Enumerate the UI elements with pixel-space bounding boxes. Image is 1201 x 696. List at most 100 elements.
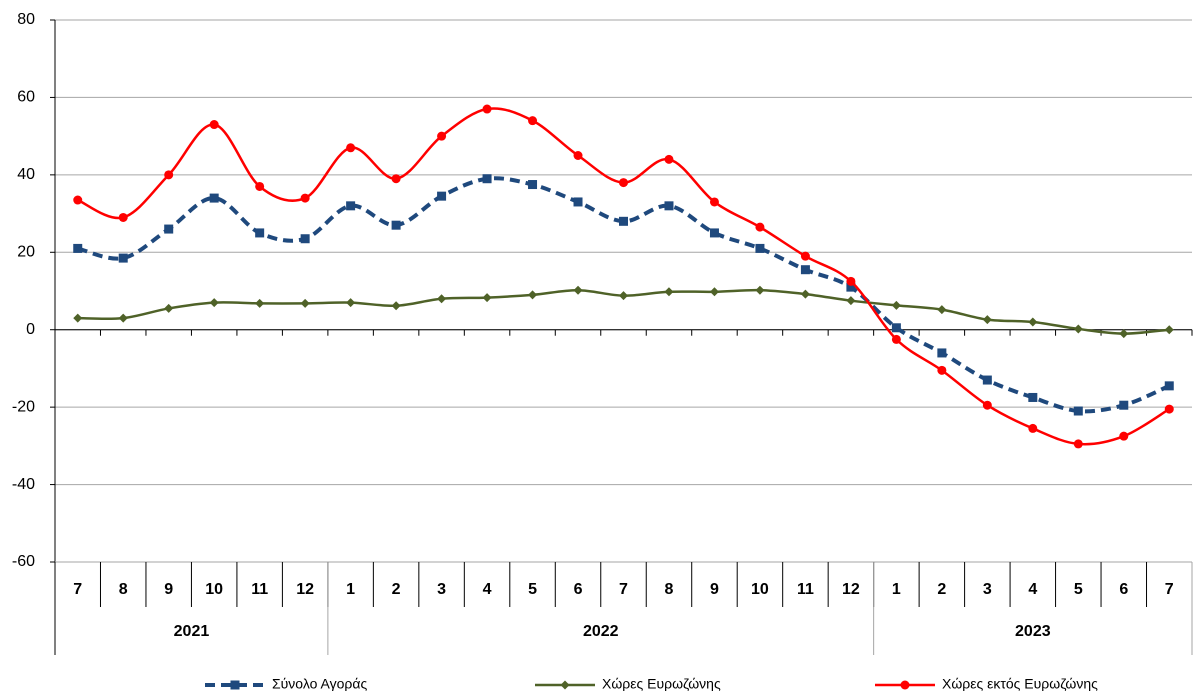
point <box>619 291 628 301</box>
point <box>619 178 628 188</box>
point <box>346 298 356 308</box>
y-tick-label: -40 <box>12 476 35 493</box>
point <box>255 181 265 191</box>
x-tick-label: 3 <box>983 581 992 598</box>
point <box>982 375 992 385</box>
point <box>709 228 719 238</box>
point <box>573 197 583 207</box>
point <box>255 298 265 308</box>
point <box>300 298 310 308</box>
legend-label: Σύνολο Αγοράς <box>272 676 367 691</box>
legend-marker <box>230 680 240 690</box>
point <box>800 289 810 299</box>
point <box>982 315 992 325</box>
point <box>1073 439 1083 449</box>
x-tick-label: 11 <box>797 581 814 598</box>
x-tick-label: 10 <box>205 581 223 598</box>
point <box>1073 406 1083 416</box>
point <box>164 224 174 234</box>
point <box>1028 317 1038 327</box>
point <box>209 193 219 203</box>
point <box>164 303 174 313</box>
point <box>891 323 901 333</box>
x-tick-label: 5 <box>528 581 537 598</box>
point <box>482 293 492 303</box>
x-tick-label: 9 <box>710 581 719 598</box>
point <box>755 222 765 232</box>
point <box>891 334 901 344</box>
point <box>709 287 719 297</box>
point <box>164 170 174 180</box>
point <box>528 180 538 190</box>
point <box>391 301 401 311</box>
y-tick-label: 60 <box>17 89 35 106</box>
legend-label: Χώρες εκτός Ευρωζώνης <box>942 676 1098 691</box>
x-tick-label: 4 <box>1028 581 1037 598</box>
point <box>437 191 447 201</box>
group-label: 2023 <box>1015 623 1051 640</box>
point <box>73 195 83 205</box>
point <box>482 104 492 114</box>
x-tick-label: 11 <box>251 581 268 598</box>
x-tick-label: 1 <box>346 581 355 598</box>
point <box>800 251 810 261</box>
point <box>118 212 128 222</box>
point <box>709 197 719 207</box>
point <box>1164 381 1174 391</box>
x-tick-label: 1 <box>892 581 901 598</box>
point <box>391 220 401 230</box>
point <box>118 253 128 263</box>
point <box>346 201 356 211</box>
x-tick-label: 2 <box>392 581 401 598</box>
point <box>664 201 674 211</box>
x-tick-label: 9 <box>164 581 173 598</box>
y-tick-label: 40 <box>17 166 35 183</box>
y-tick-label: 20 <box>17 244 35 261</box>
point <box>937 348 947 358</box>
point <box>255 228 265 238</box>
point <box>573 285 583 295</box>
point <box>664 287 674 297</box>
group-label: 2021 <box>174 623 210 640</box>
point <box>300 193 310 203</box>
x-tick-label: 12 <box>842 581 860 598</box>
point <box>755 285 765 295</box>
point <box>118 313 128 323</box>
point <box>209 120 219 130</box>
point <box>437 131 447 141</box>
point <box>346 143 356 153</box>
x-tick-label: 7 <box>1165 581 1174 598</box>
x-tick-label: 3 <box>437 581 446 598</box>
point <box>1119 329 1129 339</box>
point <box>528 290 538 300</box>
point <box>937 365 947 375</box>
point <box>1119 400 1129 410</box>
x-tick-label: 7 <box>619 581 628 598</box>
x-tick-label: 4 <box>483 581 492 598</box>
point <box>846 282 856 292</box>
point <box>209 298 219 308</box>
x-tick-label: 7 <box>73 581 82 598</box>
group-label: 2022 <box>583 623 619 640</box>
point <box>664 154 674 164</box>
point <box>528 116 538 126</box>
x-tick-label: 5 <box>1074 581 1083 598</box>
legend-marker <box>560 680 570 690</box>
x-tick-label: 6 <box>574 581 583 598</box>
point <box>391 174 401 184</box>
point <box>1028 392 1038 402</box>
point <box>755 243 765 253</box>
y-tick-label: 0 <box>26 321 35 338</box>
point <box>891 300 901 310</box>
point <box>573 151 583 160</box>
point <box>1164 404 1174 414</box>
point <box>482 174 492 184</box>
point <box>1028 423 1038 433</box>
point <box>937 305 947 315</box>
point <box>982 400 992 410</box>
legend-marker <box>900 680 910 690</box>
legend-label: Χώρες Ευρωζώνης <box>602 676 721 691</box>
point <box>846 276 856 286</box>
point <box>846 296 856 306</box>
